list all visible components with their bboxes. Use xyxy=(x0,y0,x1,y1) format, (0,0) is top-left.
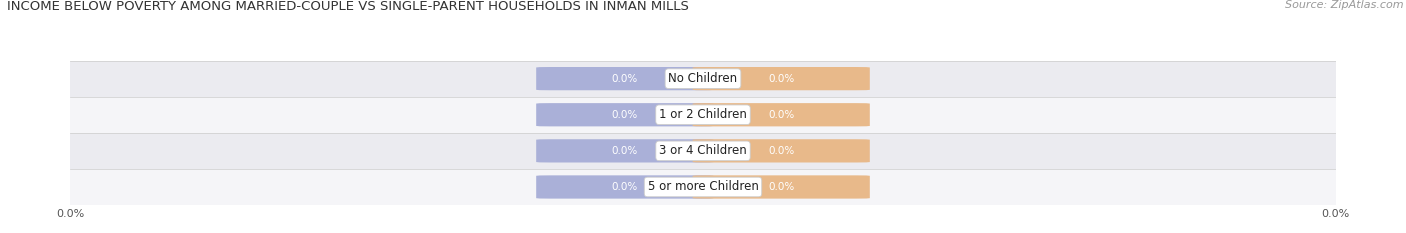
Text: 0.0%: 0.0% xyxy=(768,146,794,156)
FancyBboxPatch shape xyxy=(536,103,713,126)
Text: 0.0%: 0.0% xyxy=(612,182,638,192)
Text: 3 or 4 Children: 3 or 4 Children xyxy=(659,144,747,157)
Text: No Children: No Children xyxy=(668,72,738,85)
Bar xyxy=(70,169,1336,205)
Bar xyxy=(70,97,1336,133)
FancyBboxPatch shape xyxy=(693,67,870,90)
Text: 0.0%: 0.0% xyxy=(768,110,794,120)
Text: 0.0%: 0.0% xyxy=(768,182,794,192)
Bar xyxy=(70,61,1336,97)
FancyBboxPatch shape xyxy=(536,67,713,90)
FancyBboxPatch shape xyxy=(693,175,870,199)
Text: 0.0%: 0.0% xyxy=(768,74,794,84)
Text: INCOME BELOW POVERTY AMONG MARRIED-COUPLE VS SINGLE-PARENT HOUSEHOLDS IN INMAN M: INCOME BELOW POVERTY AMONG MARRIED-COUPL… xyxy=(7,0,689,13)
Text: 5 or more Children: 5 or more Children xyxy=(648,181,758,193)
FancyBboxPatch shape xyxy=(536,175,713,199)
Bar xyxy=(70,133,1336,169)
Text: Source: ZipAtlas.com: Source: ZipAtlas.com xyxy=(1285,0,1403,10)
Text: 0.0%: 0.0% xyxy=(612,74,638,84)
Text: 0.0%: 0.0% xyxy=(612,146,638,156)
FancyBboxPatch shape xyxy=(693,103,870,126)
Text: 0.0%: 0.0% xyxy=(612,110,638,120)
FancyBboxPatch shape xyxy=(536,139,713,162)
FancyBboxPatch shape xyxy=(693,139,870,162)
Text: 1 or 2 Children: 1 or 2 Children xyxy=(659,108,747,121)
